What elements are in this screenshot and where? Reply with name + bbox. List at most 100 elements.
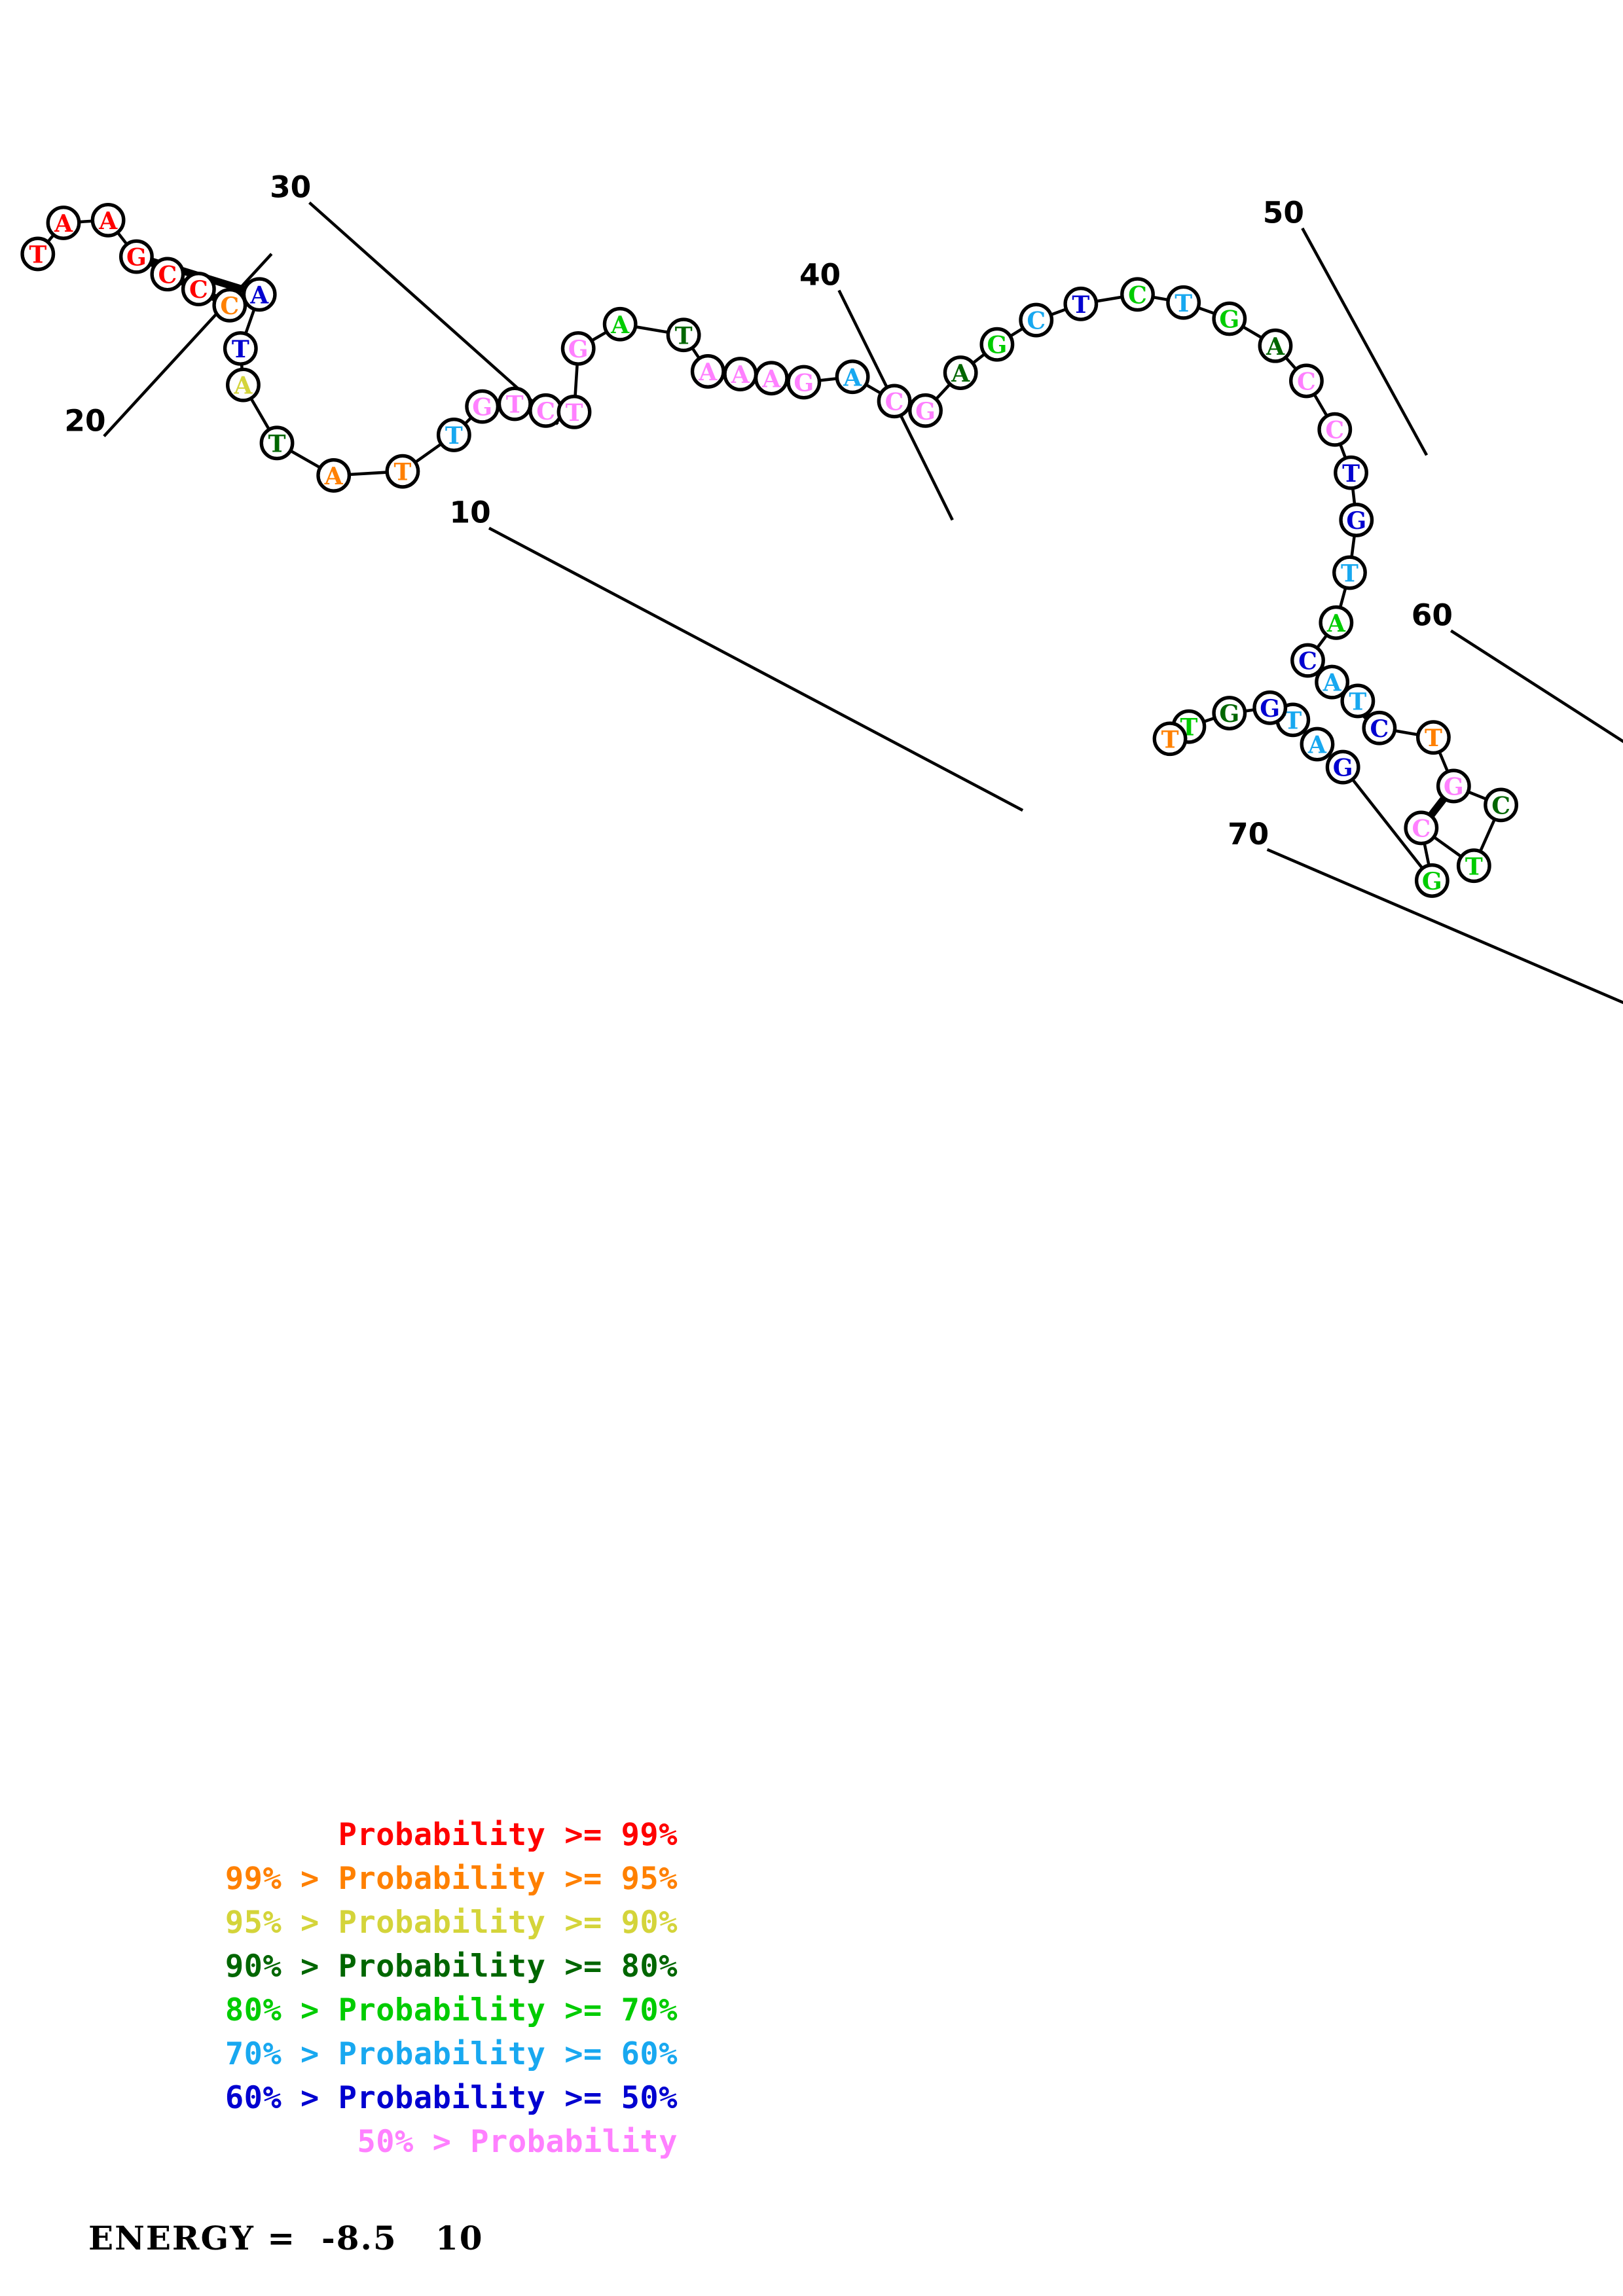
backbone-link [1049, 308, 1068, 317]
base-node[interactable]: T [1340, 683, 1376, 719]
base-node[interactable]: C [1290, 643, 1325, 678]
base-node[interactable]: A [90, 202, 126, 238]
base-node[interactable]: A [316, 457, 352, 493]
base-node[interactable]: A [1258, 328, 1293, 363]
position-label-layer: 10 20 30 40 50 60 70 [64, 170, 1452, 851]
base-node[interactable]: C [877, 384, 912, 419]
base-node[interactable]: T [436, 418, 471, 452]
base-letter: A [249, 281, 269, 309]
base-node[interactable]: A [226, 367, 261, 403]
base-node[interactable]: C [1289, 363, 1324, 399]
base-node[interactable]: C [1317, 412, 1353, 447]
base-node[interactable]: A [602, 306, 638, 342]
backbone-link [1094, 295, 1124, 303]
base-node[interactable]: C [1484, 787, 1518, 823]
base-node[interactable]: C [1404, 810, 1439, 846]
base-circle [1212, 696, 1247, 730]
base-node[interactable]: T [1152, 721, 1188, 757]
base-node[interactable]: G [1252, 690, 1288, 725]
base-circle [1415, 720, 1451, 755]
position-leader-line [1266, 848, 1623, 1005]
base-node[interactable]: A [242, 277, 277, 312]
base-circle [1290, 643, 1325, 678]
base-node[interactable]: A [723, 357, 758, 392]
base-node[interactable]: G [786, 365, 822, 400]
base-circle [1436, 768, 1471, 804]
base-circle [1414, 863, 1450, 898]
probability-legend: Probability >= 99% 99% > Probability >= 9… [88, 1813, 678, 2164]
base-node[interactable]: T [1332, 555, 1367, 590]
base-node[interactable]: C [181, 272, 216, 307]
base-letter: T [1425, 724, 1442, 752]
base-node[interactable]: A [690, 354, 725, 389]
backbone-link [1393, 729, 1420, 736]
base-letter: G [126, 243, 147, 272]
base-circle [1252, 690, 1288, 725]
position-leader-line [488, 526, 1024, 812]
base-node[interactable]: A [1315, 664, 1350, 700]
backbone-link [1478, 817, 1497, 853]
base-node[interactable]: T [1063, 286, 1099, 321]
base-node[interactable]: A [1300, 726, 1335, 762]
base-node[interactable]: G [1212, 696, 1247, 730]
backbone-link [289, 449, 322, 469]
base-letter: T [29, 240, 46, 268]
base-node[interactable]: T [385, 454, 420, 489]
base-node[interactable]: G [465, 389, 500, 424]
base-letter: A [761, 365, 781, 393]
base-node[interactable]: T [1456, 848, 1491, 884]
base-circle [1340, 683, 1376, 719]
base-pair-layer [150, 257, 1448, 818]
base-node[interactable]: T [497, 386, 532, 422]
base-letter: A [1307, 731, 1327, 759]
base-node[interactable]: C [1019, 302, 1054, 338]
backbone-link [1241, 325, 1264, 340]
base-node[interactable]: T [1415, 720, 1451, 755]
backbone-link [249, 397, 271, 431]
base-node[interactable]: A [1319, 605, 1354, 640]
base-letter: C [189, 276, 208, 304]
backbone-link [634, 325, 670, 334]
base-letter: A [1326, 609, 1346, 637]
base-node[interactable]: G [1414, 863, 1450, 898]
base-node[interactable]: T [259, 425, 295, 461]
backbone-link [691, 346, 701, 360]
base-node[interactable]: C [1120, 277, 1155, 312]
base-letter: G [793, 369, 814, 397]
backbone-link [1467, 790, 1488, 801]
base-node[interactable]: G [1212, 301, 1247, 336]
base-node[interactable]: G [979, 327, 1015, 362]
base-circle [1212, 301, 1247, 336]
base-letter: T [675, 321, 693, 350]
backbone-link [348, 471, 389, 476]
base-node[interactable]: T [556, 394, 592, 429]
base-circle [119, 239, 154, 274]
base-node[interactable]: T [666, 317, 701, 353]
base-node[interactable]: C [212, 287, 247, 323]
base-node[interactable]: G [908, 393, 943, 428]
base-node[interactable]: T [223, 331, 258, 366]
base-node[interactable]: A [943, 355, 978, 390]
base-node[interactable]: A [46, 206, 81, 240]
legend-row-5: 70% > Probability >= 60% [225, 2036, 678, 2072]
base-letter: T [1341, 559, 1359, 587]
base-node[interactable]: T [20, 236, 56, 272]
base-node[interactable]: A [754, 361, 789, 396]
base-node[interactable]: G [1436, 768, 1471, 804]
base-node[interactable]: G [1339, 503, 1374, 537]
base-node[interactable]: C [1362, 710, 1397, 745]
base-circle [1317, 412, 1353, 447]
base-node[interactable]: T [1166, 285, 1201, 320]
base-node[interactable]: G [560, 331, 596, 366]
base-node[interactable]: T [1334, 455, 1368, 490]
base-node[interactable]: G [119, 239, 154, 274]
base-node[interactable]: C [528, 393, 564, 428]
base-node[interactable]: C [150, 257, 185, 292]
base-letter: T [566, 399, 583, 427]
base-node[interactable]: G [1325, 749, 1360, 785]
position-label: 20 [64, 403, 105, 438]
base-node[interactable]: A [835, 359, 870, 395]
base-circle [90, 202, 126, 238]
backbone-link [1008, 327, 1025, 338]
